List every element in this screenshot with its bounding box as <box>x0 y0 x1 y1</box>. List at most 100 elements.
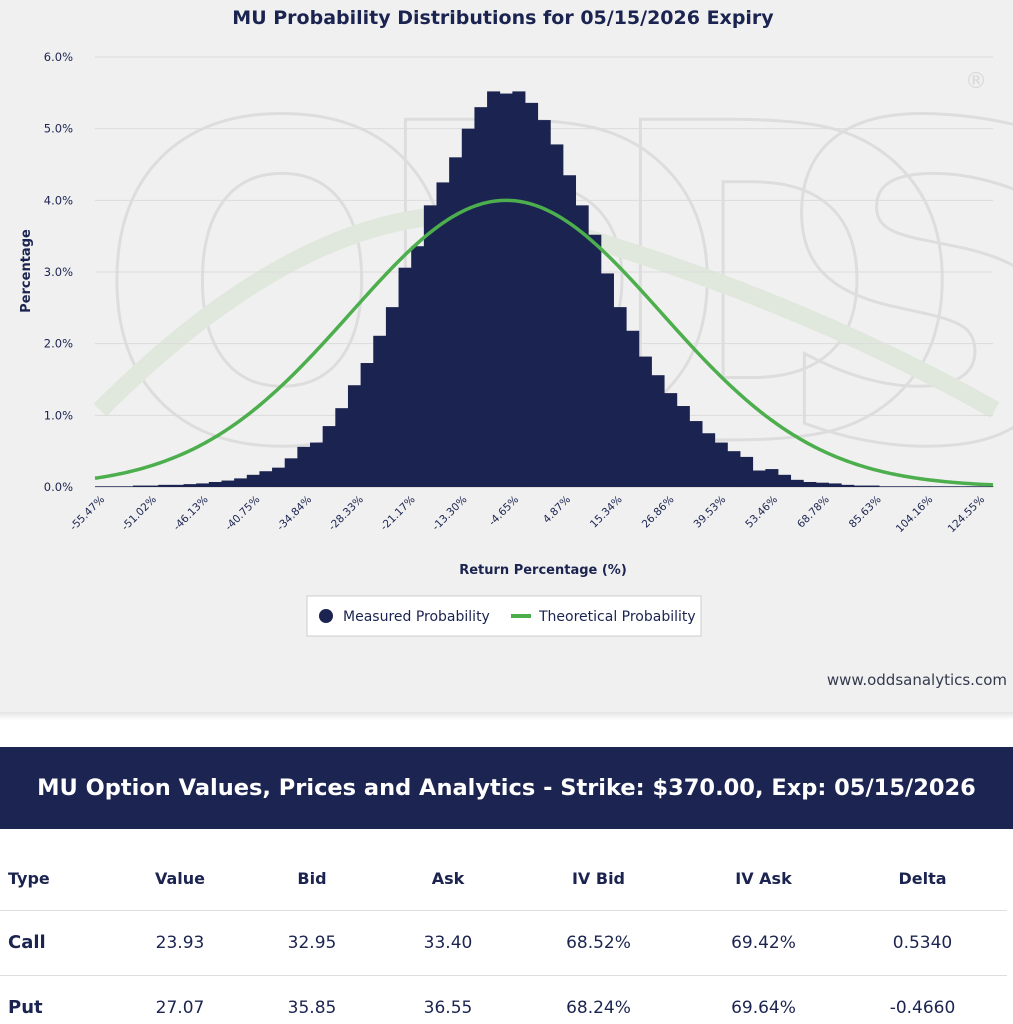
y-tick-label: 5.0% <box>44 122 73 136</box>
histogram-bar <box>347 385 362 487</box>
histogram-bar <box>727 451 741 487</box>
histogram-bar <box>689 421 703 487</box>
cell-bid: 32.95 <box>236 910 388 976</box>
column-header-value: Value <box>124 848 236 911</box>
histogram-bar <box>740 456 754 487</box>
histogram-bar <box>853 485 867 487</box>
histogram-bar <box>828 483 842 487</box>
histogram-bar <box>588 234 602 487</box>
histogram-bar <box>803 481 817 487</box>
histogram-bar <box>499 93 513 488</box>
measured-probability-bars <box>95 91 994 488</box>
cell-bid: 35.85 <box>236 975 388 1024</box>
y-tick-label: 2.0% <box>44 337 73 351</box>
cell-ask: 36.55 <box>388 975 508 1024</box>
table-title: MU Option Values, Prices and Analytics -… <box>37 775 976 801</box>
histogram-bar <box>765 469 779 487</box>
histogram-bar <box>917 486 931 487</box>
legend-box <box>306 595 702 637</box>
histogram-bar <box>284 458 298 487</box>
histogram-bar <box>385 307 399 487</box>
histogram-bar <box>815 482 829 487</box>
histogram-bar <box>373 335 387 487</box>
histogram-bar <box>360 363 374 487</box>
x-axis-title: Return Percentage (%) <box>459 563 627 578</box>
histogram-bar <box>449 157 463 487</box>
histogram-bar <box>234 478 248 487</box>
histogram-bar <box>474 107 488 488</box>
y-tick-label: 6.0% <box>44 50 73 64</box>
cell-iv-bid: 68.52% <box>508 910 689 976</box>
cell-iv-ask: 69.42% <box>689 910 838 976</box>
histogram-bar <box>676 406 690 487</box>
column-header-delta: Delta <box>838 848 1007 911</box>
cell-value: 27.07 <box>124 975 236 1024</box>
option-analytics-table: Type Value Bid Ask IV Bid IV Ask Delta C… <box>0 848 1007 1024</box>
watermark-registered-mark: ® <box>965 69 987 94</box>
credit-link[interactable]: www.oddsanalytics.com <box>827 671 1007 689</box>
histogram-bar <box>297 446 311 487</box>
histogram-bar <box>967 486 981 487</box>
y-tick-label: 3.0% <box>44 265 73 279</box>
histogram-bar <box>841 484 855 487</box>
histogram-bar <box>272 467 286 487</box>
histogram-bar <box>335 408 349 487</box>
histogram-bar <box>777 474 792 487</box>
cell-iv-bid: 68.24% <box>508 975 689 1024</box>
histogram-bar <box>461 128 475 488</box>
probability-chart: O D D S ® MU Probability Distributions f… <box>19 7 1013 689</box>
cell-iv-ask: 69.64% <box>689 975 838 1024</box>
panel-shadow <box>0 712 1013 720</box>
legend-label-measured: Measured Probability <box>343 609 490 625</box>
histogram-bar <box>259 471 273 487</box>
histogram-bar <box>246 474 260 487</box>
histogram-bar <box>411 246 425 487</box>
cell-type: Put <box>0 975 124 1024</box>
histogram-bar <box>398 267 412 487</box>
histogram-bar <box>322 426 336 487</box>
histogram-bar <box>145 485 159 487</box>
histogram-bar <box>702 433 716 487</box>
table-row-put: Put 27.07 35.85 36.55 68.24% 69.64% -0.4… <box>0 975 1007 1024</box>
legend-item-measured[interactable]: Measured Probability <box>319 609 490 625</box>
histogram-bar <box>183 484 197 487</box>
histogram-bar <box>196 483 210 487</box>
histogram-bar <box>562 175 577 487</box>
legend-label-theoretical: Theoretical Probability <box>538 609 696 625</box>
histogram-bar <box>942 486 956 487</box>
histogram-bar <box>866 485 880 487</box>
histogram-bar <box>651 375 665 487</box>
column-header-bid: Bid <box>236 848 388 911</box>
histogram-bar <box>613 307 627 487</box>
watermark-letter-s: S <box>770 32 1013 544</box>
chart-panel: O D D S ® MU Probability Distributions f… <box>0 0 1013 715</box>
y-axis-tick-labels: 0.0% 1.0% 2.0% 3.0% 4.0% 5.0% 6.0% <box>44 50 73 494</box>
histogram-bar <box>120 486 134 487</box>
histogram-bar <box>107 486 121 487</box>
histogram-bar <box>512 91 526 488</box>
y-tick-label: 1.0% <box>44 408 73 422</box>
histogram-bar <box>752 470 766 487</box>
histogram-bar <box>600 273 614 487</box>
column-header-iv-ask: IV Ask <box>689 848 838 911</box>
histogram-bar <box>550 144 564 487</box>
histogram-bar <box>170 484 184 487</box>
column-header-type: Type <box>0 848 124 911</box>
legend-item-theoretical[interactable]: Theoretical Probability <box>511 609 696 625</box>
y-tick-label: 4.0% <box>44 193 73 207</box>
histogram-bar <box>221 480 235 487</box>
table-title-banner: MU Option Values, Prices and Analytics -… <box>0 747 1013 829</box>
histogram-bar <box>158 484 172 487</box>
histogram-bar <box>879 486 893 487</box>
histogram-bar <box>638 356 652 487</box>
histogram-bar <box>929 486 943 487</box>
histogram-bar <box>132 485 146 487</box>
histogram-bar <box>423 205 437 487</box>
chart-title: MU Probability Distributions for 05/15/2… <box>232 7 774 29</box>
chart-legend: Measured Probability Theoretical Probabi… <box>306 595 702 637</box>
histogram-bar <box>904 486 918 487</box>
column-header-iv-bid: IV Bid <box>508 848 689 911</box>
histogram-bar <box>714 442 728 487</box>
cell-type: Call <box>0 910 124 976</box>
histogram-bar <box>537 120 551 487</box>
